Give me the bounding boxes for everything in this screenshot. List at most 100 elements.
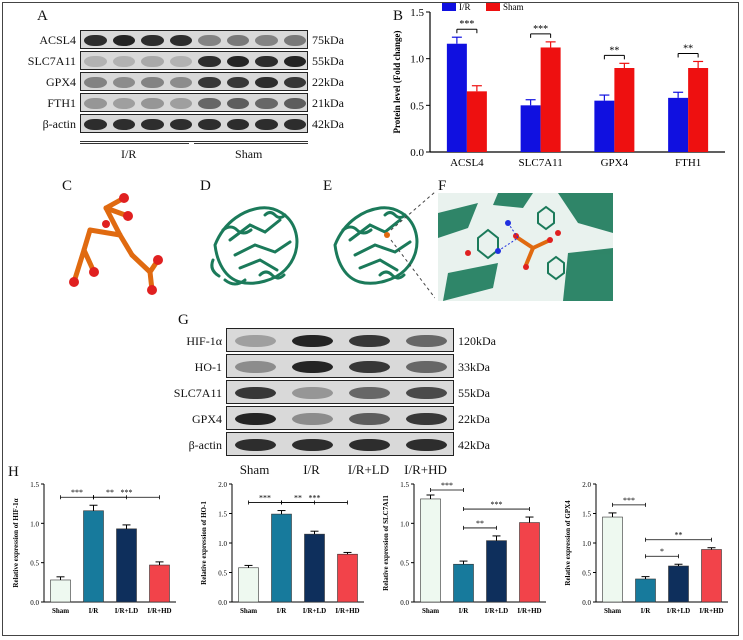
blot-a-row-label: GPX4: [45, 75, 76, 89]
bar: [271, 513, 292, 603]
y-tick-label: 1.0: [400, 520, 409, 528]
x-tick-label: I/R+LD: [115, 607, 138, 615]
sig-label: ***: [459, 19, 474, 30]
y-tick-label: 0.0: [30, 599, 39, 607]
blot-g-row-label: β-actin: [188, 438, 222, 452]
bar: [519, 522, 540, 603]
blot-band: [255, 119, 278, 130]
blot-band: [226, 77, 249, 88]
blot-band: [235, 335, 276, 347]
blot-band: [292, 413, 333, 425]
blot-g-row: [226, 354, 454, 378]
binding-site-zoom: [438, 193, 613, 301]
y-tick-label: 0.0: [410, 147, 424, 159]
blot-band: [198, 35, 221, 46]
blot-a-divider: [80, 141, 308, 142]
x-tick-label: FTH1: [675, 157, 701, 169]
x-tick-label: I/R+HD: [147, 607, 171, 615]
blot-band: [112, 35, 135, 46]
blot-band: [349, 335, 390, 347]
blot-band: [112, 98, 135, 109]
y-tick-label: 0.0: [582, 599, 591, 607]
bar: [149, 564, 170, 603]
blot-g-row-label: SLC7A11: [173, 386, 222, 400]
blot-band: [292, 387, 333, 399]
panel-label-c: C: [62, 178, 73, 194]
panel-label-b: B: [393, 8, 404, 24]
blot-band: [255, 98, 278, 109]
y-tick-label: 0.0: [400, 599, 409, 607]
blot-a-kda: 42kDa: [312, 117, 344, 131]
y-tick-label: 1.5: [400, 481, 409, 489]
blot-band: [141, 77, 164, 88]
y-tick-label: 1.5: [30, 481, 39, 489]
blot-a-row-label: SLC7A11: [27, 54, 76, 68]
blot-g-row-label: HIF-1α: [186, 334, 222, 348]
blot-band: [198, 56, 221, 67]
blot-band: [169, 119, 192, 130]
y-tick-label: 2.0: [582, 481, 591, 489]
sig-label: ***: [121, 488, 133, 497]
blot-band: [141, 56, 164, 67]
x-tick-label: I/R: [641, 607, 652, 615]
blot-band: [406, 413, 447, 425]
panel-label-a: A: [37, 8, 48, 24]
sig-label: ***: [71, 488, 83, 497]
x-tick-label: I/R+LD: [485, 607, 508, 615]
x-tick-label: Sham: [422, 607, 439, 615]
protein-structure-d: [210, 206, 299, 286]
blot-band: [283, 77, 306, 88]
bar: [668, 97, 689, 152]
bar: [486, 540, 507, 603]
blot-a-group-line: [80, 143, 190, 144]
y-tick-label: 1.5: [410, 7, 424, 19]
bar-chart-b: 0.0 0.5 1.0 1.5 Protein level (Fold change) *…: [392, 2, 725, 169]
y-axis-label: Relative expression of HIF-1α: [12, 498, 20, 587]
x-tick-label: I/R: [277, 607, 288, 615]
blot-band: [406, 335, 447, 347]
x-tick-label: SLC7A11: [519, 157, 563, 169]
blot-g-row-label: HO-1: [194, 360, 222, 374]
y-axis-label: Relative expression of SLC7A11: [382, 495, 390, 591]
blot-band: [292, 361, 333, 373]
blot-band: [283, 56, 306, 67]
blot-g-row-label: GPX4: [191, 412, 222, 426]
y-axis-label: Relative expression of GPX4: [564, 500, 572, 586]
blot-band: [406, 361, 447, 373]
bar: [635, 578, 656, 603]
blot-g-row: [226, 432, 454, 456]
sig-label: ***: [309, 494, 321, 503]
bar: [466, 91, 487, 152]
blot-band: [198, 98, 221, 109]
blot-band: [169, 56, 192, 67]
blot-g-row: [226, 328, 454, 352]
panel-label-g: G: [178, 312, 189, 328]
bar-chart-slc7a11: 0.0 0.5 1.0 1.5 Relative expression of SLC7A…: [382, 481, 546, 615]
y-tick-label: 1.5: [218, 511, 227, 519]
sig-label: **: [294, 494, 302, 503]
bar: [83, 510, 104, 603]
panel-label-d: D: [200, 178, 211, 194]
y-axis-label: Protein level (Fold change): [392, 30, 402, 133]
bar: [594, 100, 615, 152]
legend-swatch: [486, 3, 500, 11]
bar-chart-hif1a: 0.0 0.5 1.0 1.5 Relative expression of HIF-1…: [12, 481, 176, 615]
blot-a-row: [80, 93, 308, 112]
bar: [614, 68, 635, 152]
blot-band: [283, 119, 306, 130]
y-tick-label: 0.0: [218, 599, 227, 607]
blot-a-kda: 75kDa: [312, 33, 344, 47]
ligand-structure: [69, 193, 163, 295]
y-tick-label: 1.0: [30, 520, 39, 528]
sig-label: ***: [623, 496, 635, 505]
x-tick-label: I/R: [459, 607, 470, 615]
blot-a-row-label: β-actin: [42, 117, 76, 131]
blot-band: [112, 56, 135, 67]
blot-band: [84, 56, 107, 67]
panel-label-f: F: [438, 178, 447, 194]
sig-label: **: [609, 45, 619, 56]
y-tick-label: 1.0: [218, 540, 227, 548]
blot-band: [406, 387, 447, 399]
blot-band: [349, 413, 390, 425]
blot-band: [84, 77, 107, 88]
